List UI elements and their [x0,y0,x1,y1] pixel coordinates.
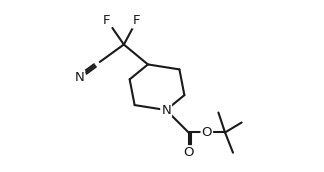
Text: O: O [183,146,194,159]
Text: F: F [133,14,140,28]
Text: O: O [202,126,212,139]
Text: F: F [103,14,110,28]
Text: N: N [161,104,171,117]
Text: N: N [75,71,84,84]
